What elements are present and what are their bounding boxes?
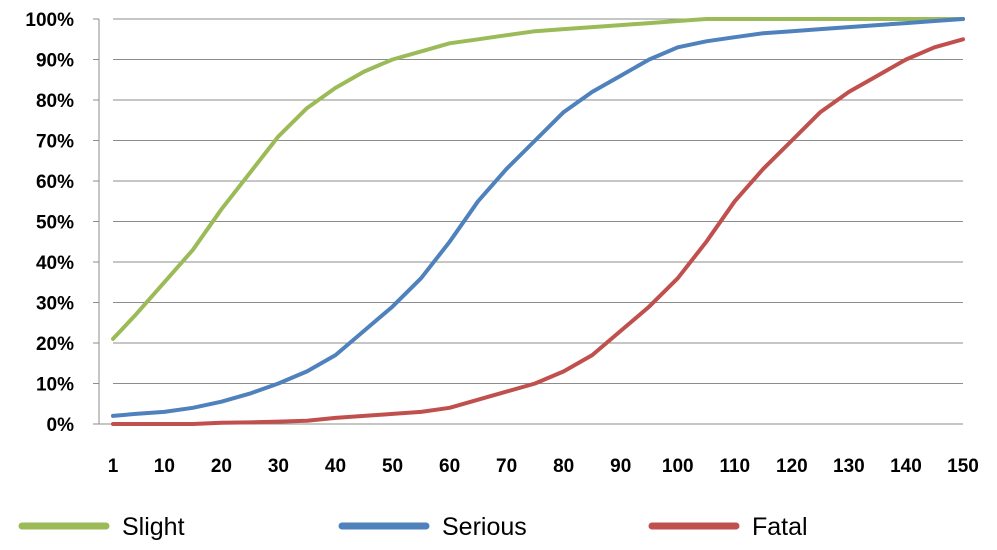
y-axis-tick-labels: 0% 10% 20% 30% 40% 50% 60% 70% 80% 90% 100% [25, 10, 74, 436]
x-tick-label: 30 [268, 456, 289, 477]
y-tick-label: 80% [36, 91, 74, 112]
series-line-slight [111, 17, 965, 341]
y-tick-label: 30% [36, 294, 74, 315]
gridlines [113, 18, 963, 384]
legend-label-fatal: Fatal [752, 513, 808, 541]
y-tick-label: 90% [36, 51, 74, 72]
x-tick-label: 140 [890, 456, 922, 477]
x-tick-label: 80 [553, 456, 574, 477]
x-tick-label: 50 [382, 456, 403, 477]
x-tick-label: 130 [833, 456, 865, 477]
x-tick-label: 150 [947, 456, 979, 477]
y-tick-label: 10% [36, 375, 74, 396]
y-tick-label: 40% [36, 253, 74, 274]
series-line-serious [111, 17, 965, 418]
legend: Slight Serious Fatal [18, 513, 808, 541]
y-tick-label: 50% [36, 213, 74, 234]
series-line-fatal [111, 37, 965, 426]
series-lines [111, 17, 965, 426]
x-tick-label: 1 [108, 456, 119, 477]
x-tick-label: 40 [325, 456, 346, 477]
x-tick-label: 110 [719, 456, 750, 477]
x-tick-label: 60 [439, 456, 460, 477]
y-tick-label: 60% [36, 172, 74, 193]
legend-label-slight: Slight [122, 513, 185, 541]
y-tick-label: 100% [25, 10, 74, 31]
x-tick-label: 10 [154, 456, 175, 477]
x-tick-label: 70 [496, 456, 517, 477]
x-tick-label: 100 [662, 456, 694, 477]
x-tick-label: 20 [211, 456, 232, 477]
y-tick-label: 70% [36, 132, 74, 153]
y-tick-label: 20% [36, 334, 74, 355]
x-axis-tick-labels: 1 10 20 30 40 50 60 70 80 90 100 110 120 130 140 150 [108, 456, 979, 477]
x-tick-label: 120 [776, 456, 808, 477]
x-tick-label: 90 [610, 456, 631, 477]
legend-label-serious: Serious [442, 513, 527, 541]
y-tick-label: 0% [47, 415, 75, 436]
